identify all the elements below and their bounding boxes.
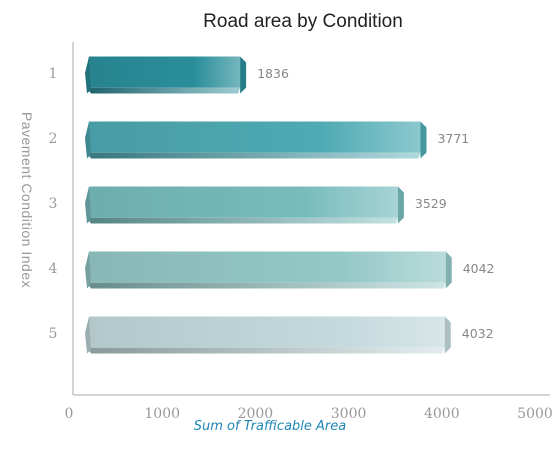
x-tick-3000: 3000 [331,406,367,422]
bar-face [87,316,445,348]
bar-start [85,251,91,289]
bar-bevel [87,282,446,289]
bar-end [240,56,247,94]
bar-start [85,121,91,159]
bar-face [87,56,241,88]
data-label-1: 1836 [257,66,289,81]
category-label-4: 4 [49,261,58,277]
x-tick-1000: 1000 [144,406,180,422]
category-label-5: 5 [49,326,58,342]
bar-bevel [87,152,421,159]
x-tick-2000: 2000 [238,406,274,422]
data-label-4: 4042 [463,261,495,276]
bar-end [420,121,427,159]
bar-1 [85,56,247,94]
bar-end [445,251,452,289]
bar-start [85,56,91,94]
bar-4 [85,251,452,289]
data-label-5: 4032 [462,326,494,341]
bar-face [87,121,421,153]
bar-start [85,186,91,224]
category-label-1: 1 [49,66,58,82]
category-label-2: 2 [49,131,58,147]
x-tick-0: 0 [65,406,74,422]
chart-title: Road area by Condition [203,11,403,32]
bar-bevel [87,347,445,354]
category-label-3: 3 [49,196,58,212]
bar-3 [85,186,404,224]
data-label-2: 3771 [437,131,469,146]
bar-face [87,251,446,283]
bar-2 [85,121,427,159]
x-tick-5000: 5000 [517,406,553,422]
bar-face [87,186,398,218]
x-axis-label: Sum of Trafficable Area [194,419,347,434]
bar-bevel [87,217,398,224]
bar-end [397,186,404,224]
bar-bevel [87,87,241,94]
bar-end [444,316,451,354]
y-axis-label: Pavement Condition Index [19,112,35,288]
bar-5 [85,316,451,354]
data-label-3: 3529 [415,196,447,211]
x-tick-4000: 4000 [424,406,460,422]
bar-start [85,316,91,354]
